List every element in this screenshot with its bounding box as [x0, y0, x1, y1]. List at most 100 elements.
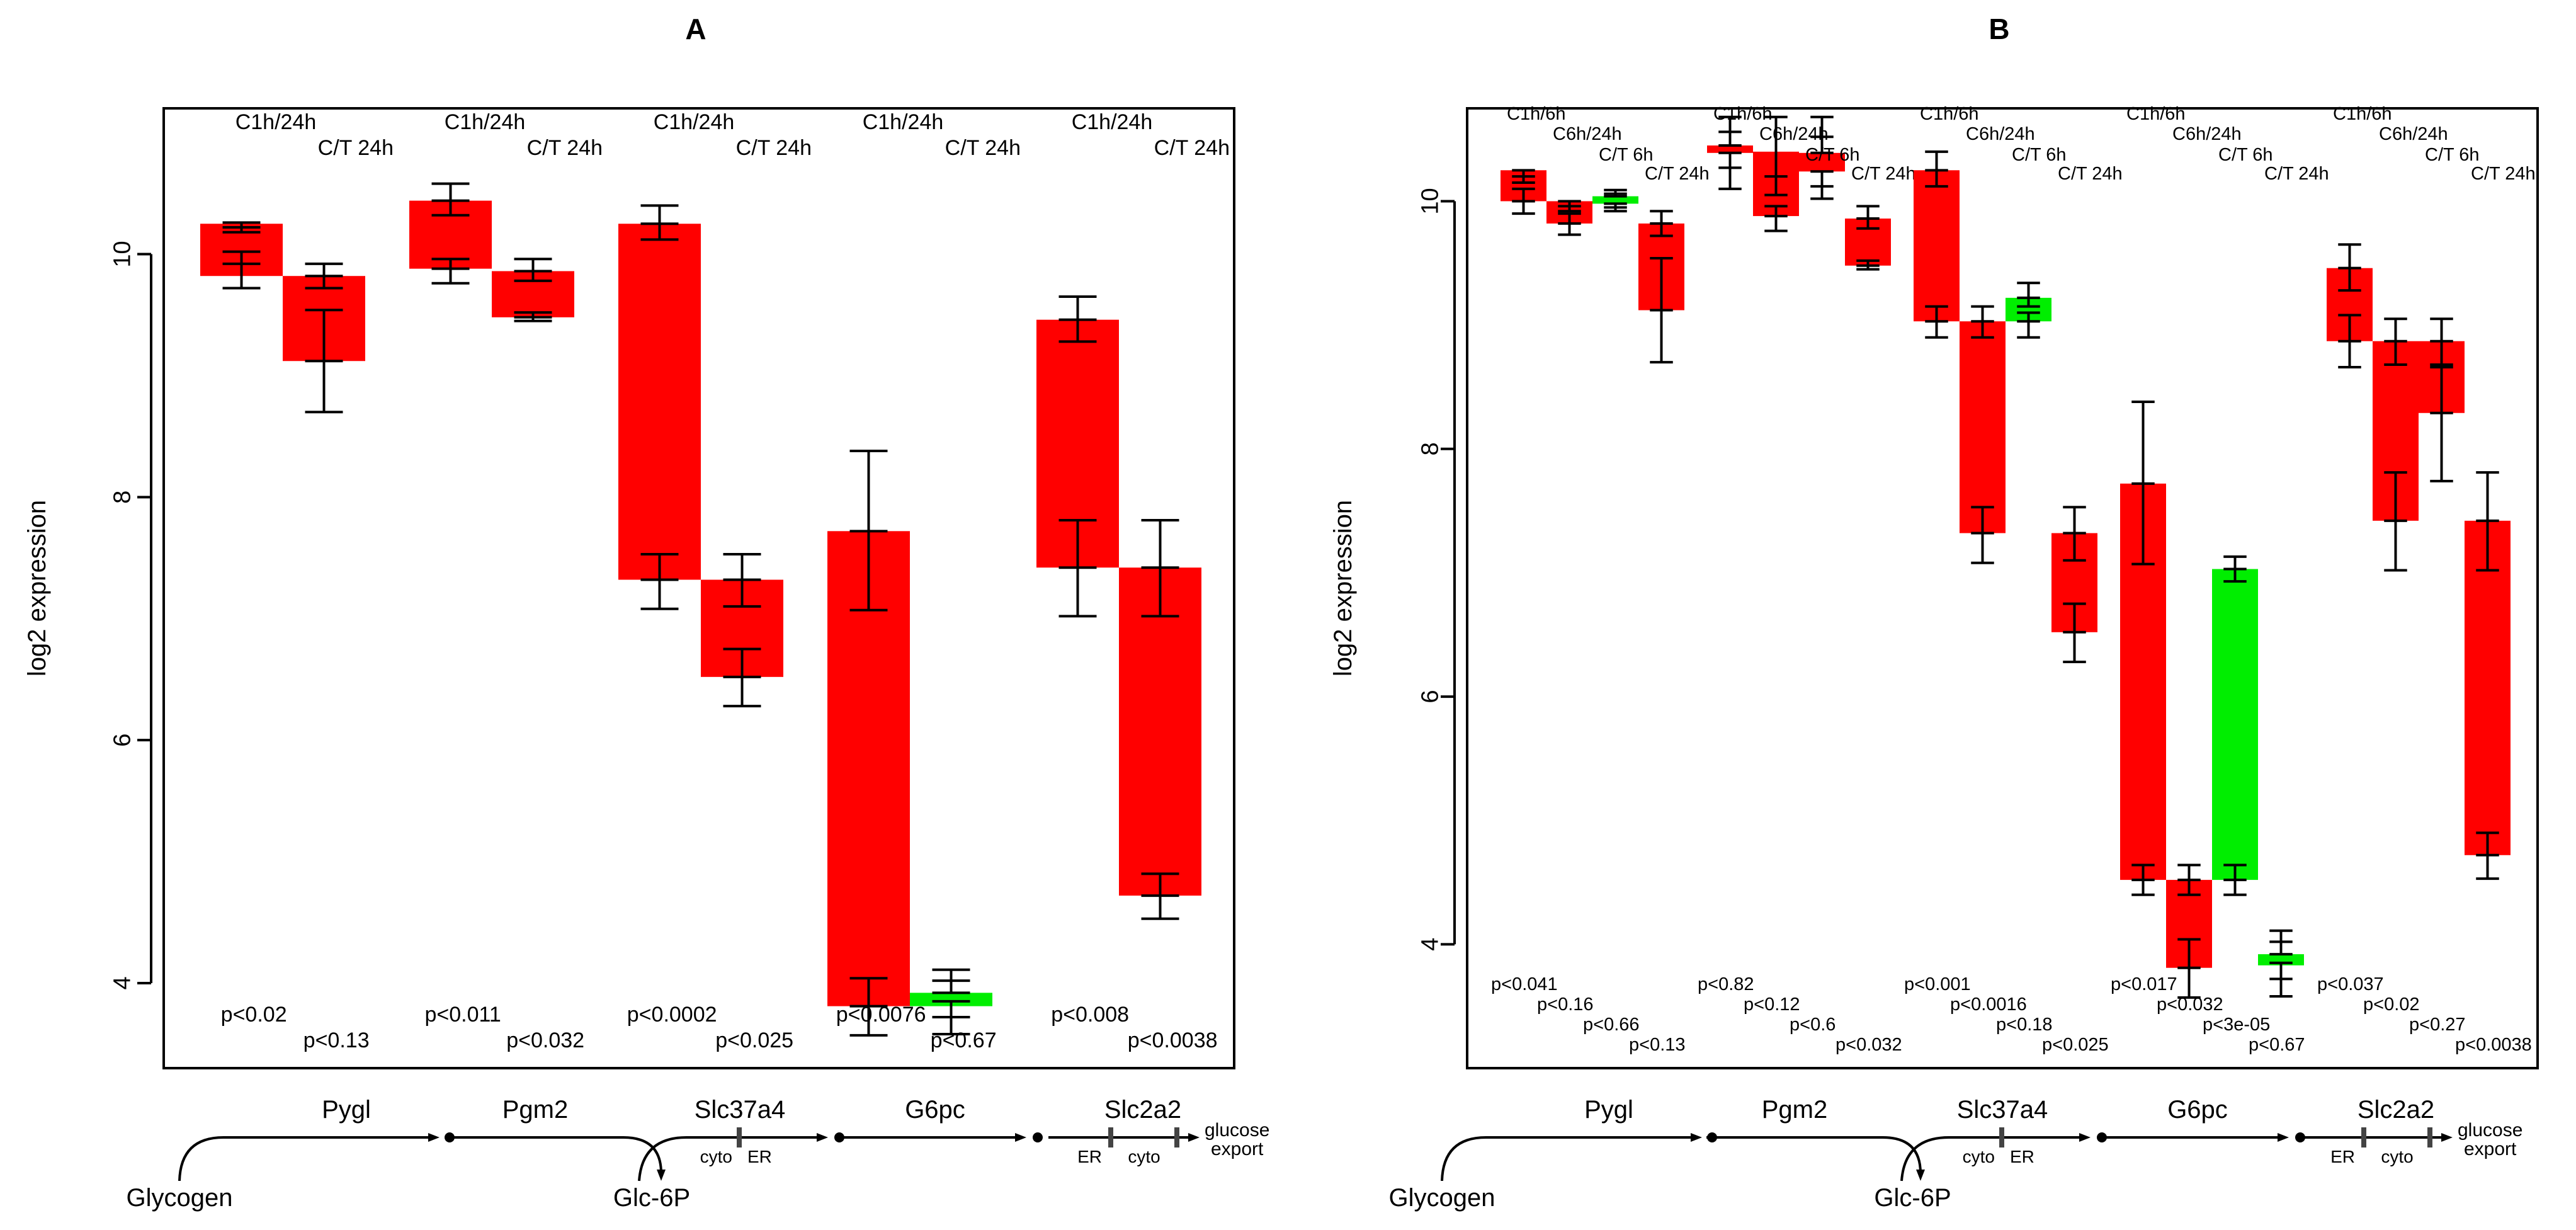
comparison-label: C6h/24h	[1759, 124, 1829, 144]
pathway-gene-label: Slc2a2	[2358, 1096, 2434, 1124]
comparison-label: C/T 24h	[1645, 164, 1710, 184]
comparison-label: C1h/24h	[1072, 110, 1153, 134]
pathway-arrow-pygl	[178, 1136, 431, 1182]
plot-frame	[162, 107, 1235, 1069]
comparison-label: C6h/24h	[1553, 124, 1622, 144]
pathway-arrow-slc2a2-head	[1188, 1133, 1200, 1142]
pathway-arrow-pygl-head	[1691, 1133, 1702, 1142]
pathway-gene-label: Pygl	[1584, 1096, 1633, 1124]
pathway-arrow-slc37a4-head	[2079, 1133, 2091, 1142]
metabolite-label: Glycogen	[1389, 1184, 1495, 1212]
p-value-label: p<0.041	[1491, 974, 1558, 994]
p-value-label: p<0.67	[931, 1028, 997, 1052]
expression-bar	[1914, 170, 1960, 322]
comparison-label: C/T 24h	[2264, 164, 2329, 184]
expression-bar	[1592, 196, 1638, 204]
panel-b: B 4 6 8 10 log2 expression C1h/6h p<0.041 C6h/24…	[1329, 13, 2539, 1212]
metabolite-label: Glc-6P	[613, 1184, 690, 1212]
pathway-node	[1033, 1132, 1043, 1142]
comparison-label: C/T 24h	[2471, 164, 2536, 184]
export-label: glucose	[2458, 1120, 2522, 1141]
comparison-label: C6h/24h	[1966, 124, 2035, 144]
pathway-arrow-pgm2	[447, 1136, 662, 1174]
p-value-label: p<0.001	[1904, 974, 1971, 994]
comparison-label: C/T 24h	[318, 136, 394, 160]
p-value-label: p<3e-05	[2203, 1015, 2270, 1035]
p-value-label: p<0.032	[1836, 1035, 1902, 1055]
pathway-node	[834, 1132, 844, 1142]
comparison-label: C1h/24h	[863, 110, 944, 134]
y-tick-label: 10	[1417, 188, 1443, 214]
p-value-label: p<0.02	[221, 1003, 287, 1027]
p-value-label: p<0.032	[506, 1028, 584, 1052]
export-label: export	[2464, 1139, 2517, 1159]
p-value-label: p<0.0016	[1950, 994, 2027, 1015]
compartment-label: cyto	[2381, 1147, 2413, 1166]
p-value-label: p<0.0038	[2455, 1035, 2532, 1055]
metabolite-label: Glycogen	[127, 1184, 233, 1212]
p-value-label: p<0.0038	[1128, 1028, 1218, 1052]
p-value-label: p<0.0002	[627, 1003, 717, 1027]
pathway-arrow-pygl	[1441, 1136, 1693, 1182]
membrane-marker	[1174, 1127, 1179, 1147]
compartment-label: cyto	[700, 1147, 732, 1166]
comparison-label: C1h/6h	[2126, 104, 2186, 124]
p-value-label: p<0.12	[1744, 994, 1800, 1015]
pathway-arrow-pgm2-head	[657, 1170, 666, 1181]
comparison-label: C/T 24h	[2058, 164, 2123, 184]
expression-bar	[910, 993, 992, 1006]
pathway-arrow-slc37a4-head	[817, 1133, 828, 1142]
comparison-label: C1h/24h	[235, 110, 317, 134]
pathway-node	[2295, 1132, 2305, 1142]
pathway-gene-label: Slc37a4	[1957, 1096, 2048, 1124]
panel-a: A 4 6 8 10 log2 expression C1h/24h p<0.02 C/T 24…	[23, 13, 1269, 1212]
expression-bar	[1119, 567, 1201, 896]
pathway-gene-label: G6pc	[2167, 1096, 2228, 1124]
p-value-label: p<0.82	[1698, 974, 1754, 994]
p-value-label: p<0.67	[2249, 1035, 2305, 1055]
membrane-marker	[737, 1127, 742, 1147]
comparison-label: C1h/6h	[1507, 104, 1566, 124]
expression-bar	[2212, 569, 2258, 880]
pathway-arrow-pgm2-head	[1916, 1170, 1925, 1181]
p-value-label: p<0.0076	[836, 1003, 926, 1027]
expression-bar	[1799, 152, 1845, 172]
expression-bar	[1707, 145, 1753, 153]
membrane-marker	[2361, 1127, 2366, 1147]
comparison-label: C1h/24h	[654, 110, 735, 134]
comparison-label: C/T 24h	[1851, 164, 1916, 184]
expression-bar	[618, 224, 701, 580]
p-value-label: p<0.025	[715, 1028, 793, 1052]
pathway-gene-label: Pgm2	[502, 1096, 569, 1124]
pathway-gene-label: G6pc	[905, 1096, 965, 1124]
p-value-label: p<0.008	[1051, 1003, 1129, 1027]
metabolite-label: Glc-6P	[1874, 1184, 1951, 1212]
pathway-gene-label: Slc37a4	[695, 1096, 786, 1124]
compartment-label: cyto	[1128, 1147, 1160, 1166]
comparison-label: C1h/6h	[2333, 104, 2392, 124]
p-value-label: p<0.66	[1583, 1015, 1640, 1035]
p-value-label: p<0.032	[2157, 994, 2223, 1015]
pathway-gene-label: Pgm2	[1762, 1096, 1828, 1124]
y-tick-label: 6	[1417, 690, 1443, 703]
comparison-label: C1h/6h	[1713, 104, 1773, 124]
pathway-arrow-slc2a2-head	[2441, 1133, 2453, 1142]
p-value-label: p<0.011	[424, 1003, 501, 1027]
expression-bar	[2465, 520, 2511, 855]
comparison-label: C/T 24h	[1154, 136, 1230, 160]
pathway-node	[2097, 1132, 2107, 1142]
export-label: glucose	[1205, 1120, 1269, 1141]
pathway-arrow-g6pc-head	[2278, 1133, 2289, 1142]
compartment-label: ER	[747, 1147, 772, 1166]
pathway-gene-label: Slc2a2	[1104, 1096, 1181, 1124]
membrane-marker	[1108, 1127, 1113, 1147]
p-value-label: p<0.025	[2042, 1035, 2109, 1055]
pathway-arrow-pygl-head	[428, 1133, 440, 1142]
compartment-label: ER	[2010, 1147, 2034, 1166]
membrane-marker	[2427, 1127, 2432, 1147]
plot-frame	[1466, 107, 2539, 1069]
compartment-label: ER	[2330, 1147, 2355, 1166]
p-value-label: p<0.27	[2409, 1015, 2466, 1035]
p-value-label: p<0.13	[1629, 1035, 1686, 1055]
